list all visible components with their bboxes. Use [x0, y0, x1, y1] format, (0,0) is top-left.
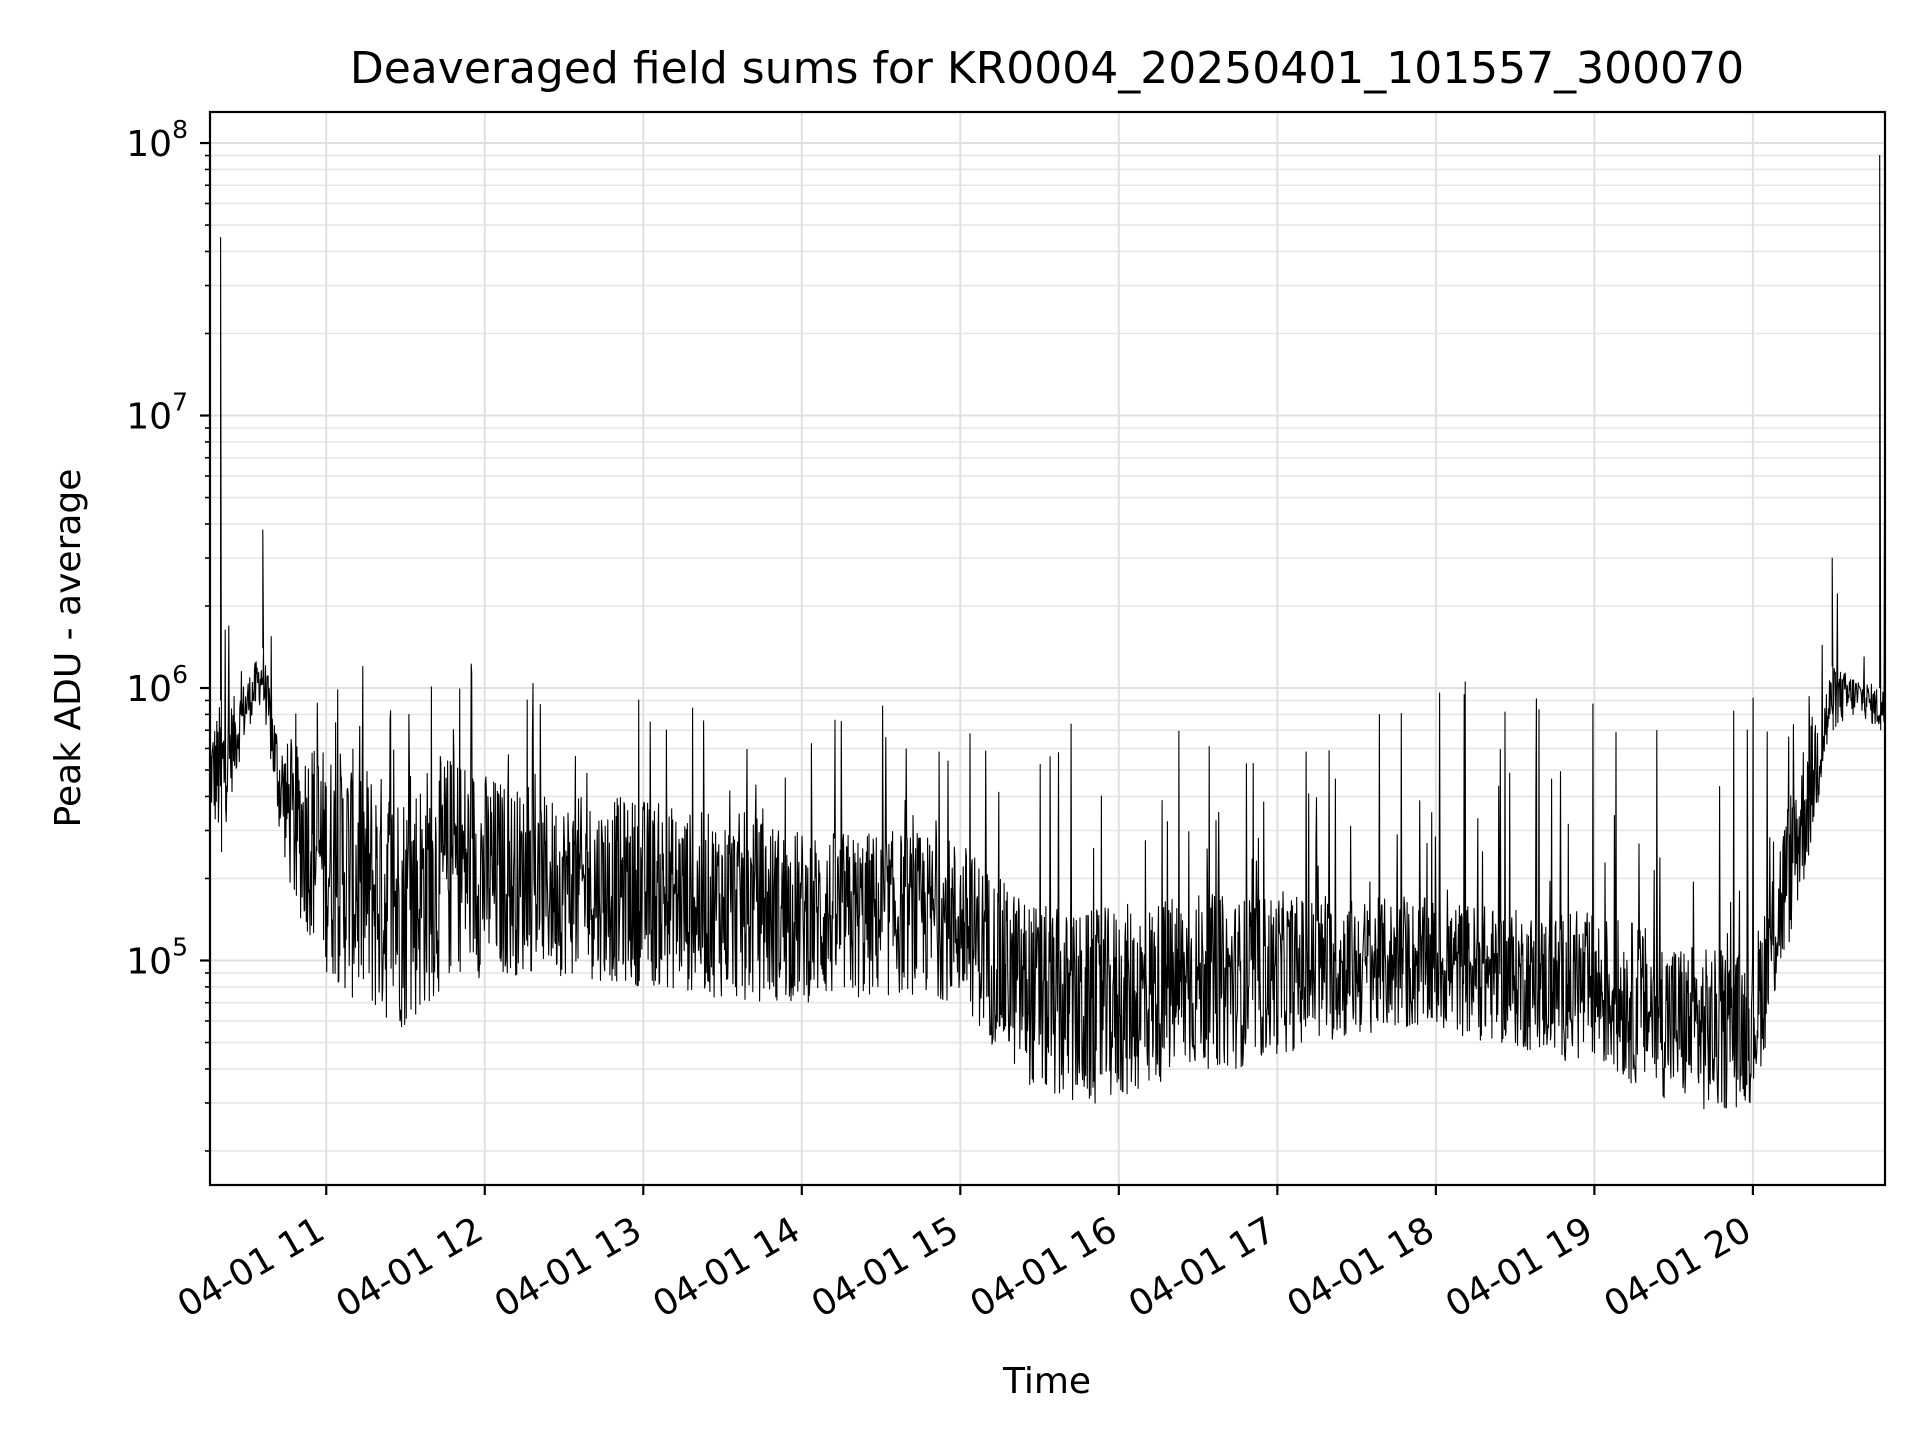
- plot-frame: [208, 110, 1887, 1187]
- series-line: [210, 154, 1885, 1110]
- y-tick-label: 105: [126, 932, 188, 982]
- y-axis: 105 106 107 108: [126, 115, 210, 1152]
- chart-title: Deaveraged field sums for KR0004_2025040…: [350, 43, 1744, 94]
- x-axis-label: Time: [1002, 1361, 1091, 1402]
- y-tick-label: 108: [126, 115, 188, 165]
- y-tick-label: 106: [126, 660, 188, 710]
- grid: [210, 112, 1885, 1185]
- y-tick-label: 107: [126, 388, 188, 438]
- y-axis-label: Peak ADU - average: [48, 469, 89, 828]
